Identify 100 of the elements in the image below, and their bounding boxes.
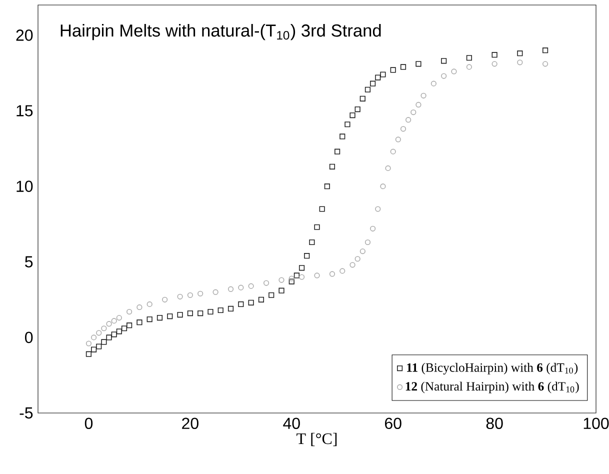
y-tick-label: 0: [25, 332, 33, 344]
point: [420, 92, 426, 98]
y-tick-label: 5: [25, 256, 33, 268]
point: [96, 330, 102, 336]
point: [350, 112, 356, 118]
point: [248, 300, 254, 306]
point: [248, 283, 254, 289]
x-tick-label: 100: [584, 418, 609, 430]
legend-label: 11 (BicycloHairpin) with 6 (dT$_{10}$): [407, 362, 578, 374]
point: [400, 126, 406, 132]
point: [101, 339, 107, 345]
point: [370, 226, 376, 232]
point: [263, 280, 270, 286]
point: [492, 52, 498, 58]
point: [360, 248, 366, 254]
point: [542, 48, 548, 54]
point: [370, 80, 376, 86]
point: [314, 272, 320, 278]
legend-label: 12 (Natural Hairpin) with 6 (dT$_{10}$): [406, 382, 579, 394]
point: [416, 61, 422, 67]
point: [309, 239, 315, 246]
point: [91, 346, 97, 352]
point: [400, 64, 406, 70]
point: [228, 306, 234, 312]
point: [111, 318, 117, 324]
point: [86, 340, 92, 346]
point: [116, 315, 122, 321]
point: [208, 308, 214, 315]
point: [385, 165, 391, 171]
point: [177, 294, 183, 300]
point: [288, 278, 294, 284]
point: [111, 332, 117, 338]
point: [354, 256, 360, 262]
point: [106, 321, 112, 327]
point: [121, 326, 128, 332]
point: [395, 136, 401, 142]
point: [198, 310, 204, 316]
point: [101, 326, 107, 332]
point: [390, 67, 396, 73]
point: [517, 60, 523, 66]
point: [96, 344, 102, 350]
x-tick-label: 60: [385, 418, 402, 430]
point: [492, 61, 498, 67]
point: [441, 58, 447, 64]
point: [198, 290, 204, 296]
point: [319, 206, 325, 212]
point: [517, 50, 523, 56]
point: [344, 122, 350, 128]
point: [375, 206, 381, 212]
point: [340, 134, 346, 140]
point: [212, 289, 218, 295]
point: [294, 272, 300, 278]
point: [167, 313, 173, 320]
point: [278, 277, 284, 283]
point: [466, 55, 472, 61]
point: [106, 334, 112, 340]
point: [364, 239, 371, 246]
point: [410, 109, 416, 116]
point: [329, 271, 336, 277]
point: [126, 308, 132, 315]
point: [278, 288, 284, 294]
point: [451, 68, 457, 74]
point: [304, 253, 310, 259]
point: [354, 106, 360, 112]
point: [360, 96, 366, 102]
point: [187, 310, 193, 316]
point: [324, 184, 330, 190]
point: [441, 73, 447, 79]
point: [91, 334, 97, 340]
point: [86, 351, 92, 357]
point: [390, 148, 396, 154]
point: [416, 102, 422, 108]
x-tick-label: 0: [84, 418, 93, 430]
point: [288, 276, 294, 282]
point: [298, 265, 305, 271]
text: Hairpin Melts with natural-(T$_{10}$) 3rd Strand: [60, 24, 381, 40]
point: [334, 148, 340, 154]
point: [156, 315, 163, 321]
point: [228, 286, 234, 292]
point: [238, 301, 244, 307]
y-tick-label: 20: [16, 30, 33, 41]
point: [314, 224, 320, 230]
x-axis-title: T [°C]: [296, 432, 337, 446]
point: [116, 328, 122, 334]
point: [340, 268, 346, 274]
point: [375, 74, 381, 80]
point: [238, 284, 244, 290]
point: [430, 80, 436, 86]
x-tick-label: 40: [283, 418, 300, 430]
point: [258, 296, 264, 302]
point: [542, 61, 548, 67]
point: [177, 312, 183, 318]
point: [187, 292, 193, 298]
point: [350, 262, 356, 268]
point: [364, 86, 371, 92]
x-tick-label: 20: [182, 418, 198, 430]
point: [162, 296, 168, 302]
point: [329, 164, 336, 170]
y-tick-label: 15: [16, 105, 33, 116]
point: [406, 117, 412, 123]
